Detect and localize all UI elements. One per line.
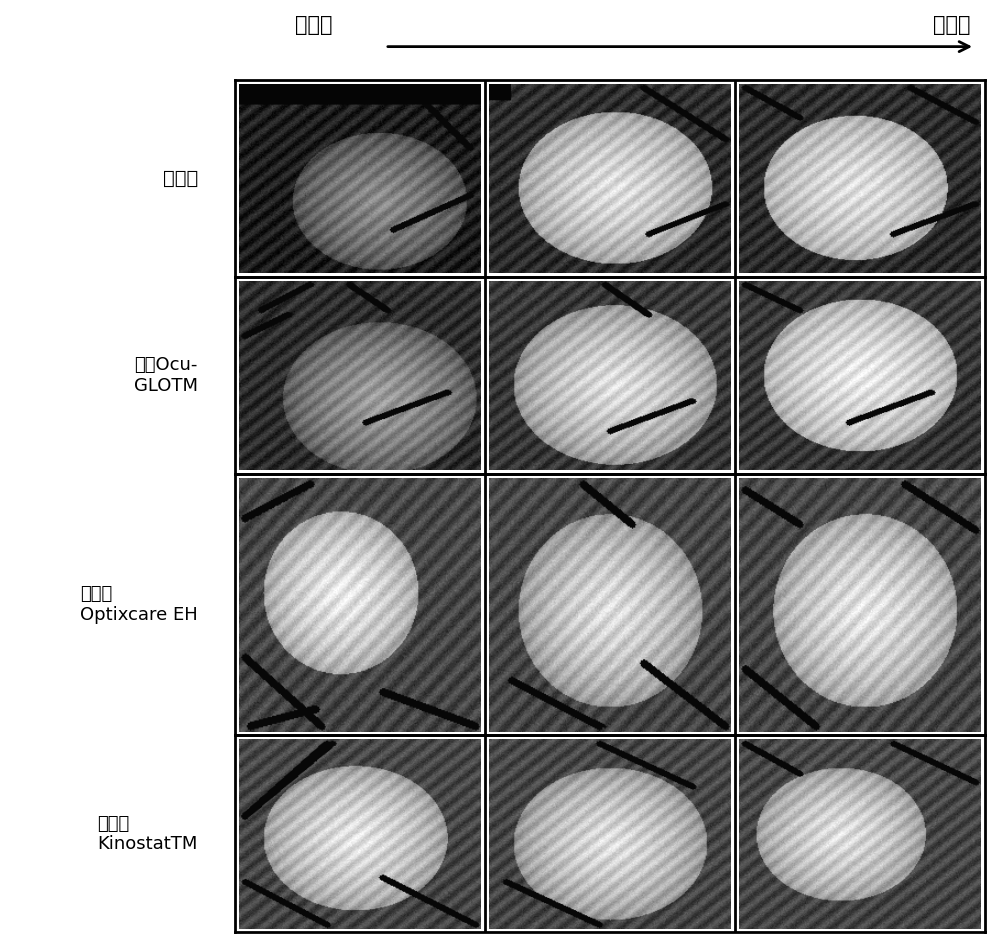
Text: 局部用
KinostatTM: 局部用 KinostatTM <box>98 815 198 854</box>
Text: 最严重: 最严重 <box>295 15 332 36</box>
Text: 未治疗: 未治疗 <box>163 169 198 188</box>
Text: 口服Ocu-
GLOTM: 口服Ocu- GLOTM <box>134 356 198 395</box>
Text: 最轻微: 最轻微 <box>932 15 970 36</box>
Text: 局部用
Optixcare EH: 局部用 Optixcare EH <box>80 586 198 624</box>
